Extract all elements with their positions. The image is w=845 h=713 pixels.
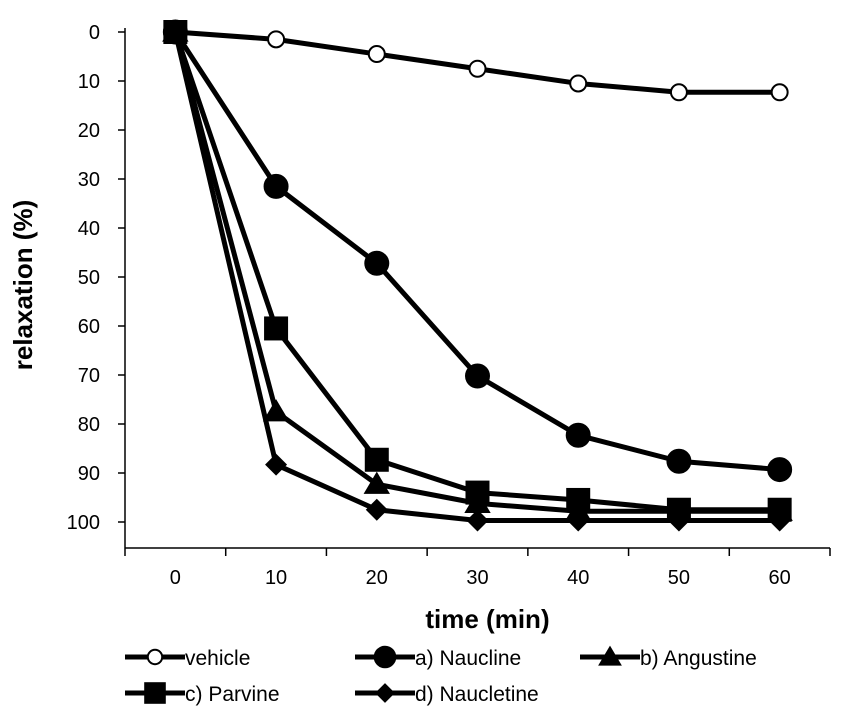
legend-marker-a-naucline <box>373 645 397 669</box>
y-axis-ticks: 0 10 20 30 40 50 60 70 80 90 100 <box>67 22 125 534</box>
data-point-vehicle <box>468 59 487 78</box>
legend-item-a-naucline: a) Naucline <box>355 645 521 670</box>
y-tick-label: 60 <box>78 316 100 338</box>
data-point-b-angustine <box>262 399 290 422</box>
legend-item-c-parvine: c) Parvine <box>125 682 280 706</box>
data-point-a-naucline <box>465 363 490 389</box>
data-point-a-naucline <box>364 250 390 276</box>
x-tick-label: 40 <box>567 567 589 589</box>
legend-label: b) Angustine <box>640 647 757 670</box>
data-point-vehicle <box>569 74 588 93</box>
y-axis-title: relaxation (%) <box>8 200 38 371</box>
x-tick-label: 60 <box>769 567 791 589</box>
legend-marker-d-naucletine <box>375 683 395 703</box>
y-tick-label: 50 <box>78 267 100 289</box>
data-point-c-parvine <box>566 487 591 512</box>
data-point-a-naucline <box>565 422 591 448</box>
data-point-d-naucletine <box>164 21 187 43</box>
y-tick-label: 20 <box>78 120 100 142</box>
y-tick-label: 0 <box>89 22 100 44</box>
series-line-b-angustine <box>172 31 780 514</box>
y-tick-label: 80 <box>78 414 100 436</box>
x-axis-title: time (min) <box>425 604 549 634</box>
x-tick-label: 10 <box>265 567 287 589</box>
series-vehicle <box>166 23 789 102</box>
y-tick-label: 100 <box>67 512 100 534</box>
x-tick-label: 50 <box>668 567 690 589</box>
x-tick-label: 20 <box>366 567 388 589</box>
series-layer <box>162 19 793 532</box>
data-point-vehicle <box>367 45 386 64</box>
series-line-c-parvine <box>172 31 780 513</box>
series-c-parvine <box>163 20 792 522</box>
x-tick-label: 30 <box>466 567 488 589</box>
data-point-d-naucletine <box>768 509 791 532</box>
data-point-c-parvine <box>465 480 490 505</box>
data-point-c-parvine <box>364 447 389 472</box>
series-d-naucletine <box>164 21 791 532</box>
legend-marker-c-parvine <box>144 682 166 704</box>
legend-label: vehicle <box>185 647 250 670</box>
series-line-d-naucletine <box>172 31 780 524</box>
data-point-a-naucline <box>666 448 692 474</box>
legend-item-vehicle: vehicle <box>125 647 250 670</box>
data-point-d-naucletine <box>567 509 590 532</box>
data-point-vehicle <box>770 83 789 102</box>
data-point-d-naucletine <box>265 453 288 476</box>
data-point-d-naucletine <box>667 509 690 532</box>
data-point-d-naucletine <box>365 498 388 521</box>
data-point-vehicle <box>669 83 688 102</box>
legend-item-b-angustine: b) Angustine <box>580 645 757 670</box>
y-tick-label: 10 <box>78 71 100 93</box>
y-tick-label: 70 <box>78 365 100 387</box>
legend-item-d-naucletine: d) Naucletine <box>355 683 539 706</box>
data-point-b-angustine <box>363 471 390 494</box>
data-point-d-naucletine <box>466 509 489 532</box>
legend-marker-vehicle <box>146 648 164 666</box>
y-tick-label: 30 <box>78 169 100 191</box>
legend-marker-b-angustine <box>598 645 622 666</box>
series-a-naucline <box>162 19 793 483</box>
x-tick-label: 0 <box>170 567 181 589</box>
legend-label: c) Parvine <box>185 683 280 706</box>
y-tick-label: 40 <box>78 218 100 240</box>
legend: vehicle a) Naucline b) Angustine c) Parvine… <box>125 645 757 706</box>
data-point-c-parvine <box>264 316 289 341</box>
data-point-a-naucline <box>767 457 793 483</box>
legend-label: a) Naucline <box>415 647 521 670</box>
x-axis-ticks: 0 10 20 30 40 50 60 <box>124 548 831 589</box>
series-line-a-naucline <box>173 30 780 473</box>
data-point-vehicle <box>267 30 286 49</box>
y-tick-label: 90 <box>78 463 100 485</box>
data-point-a-naucline <box>263 173 289 199</box>
legend-label: d) Naucletine <box>415 683 539 706</box>
